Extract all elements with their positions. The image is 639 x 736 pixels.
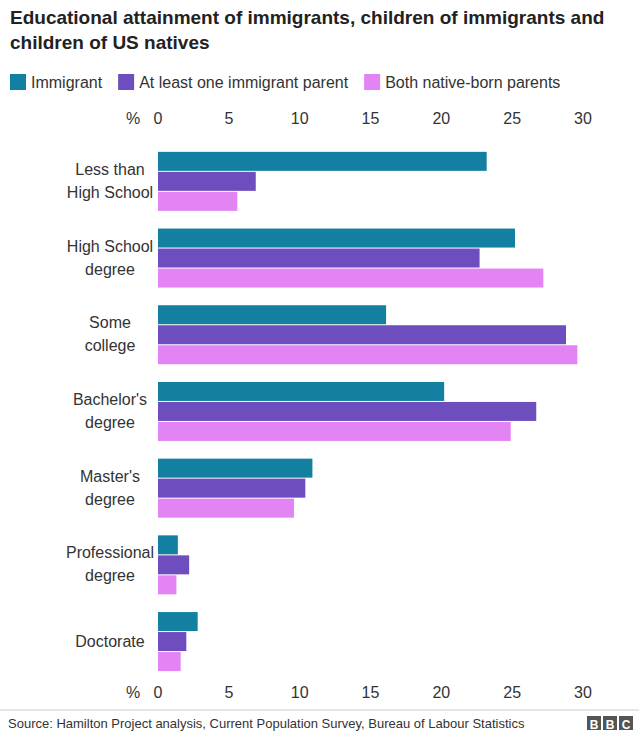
category-label: Less than High School [67, 161, 153, 201]
bar [158, 652, 181, 671]
bar [158, 382, 444, 401]
bar [158, 152, 487, 171]
bar [158, 632, 186, 651]
footer-rule [0, 710, 639, 711]
category-line: Less than [75, 161, 144, 178]
title: Educational attainment of immigrants, ch… [10, 7, 604, 53]
category-line: Doctorate [75, 633, 144, 650]
category-line: degree [85, 261, 135, 278]
title-line: children of US natives [10, 32, 210, 53]
category-line: degree [85, 491, 135, 508]
logo: BBC [587, 716, 633, 732]
legend-swatch [118, 74, 134, 90]
bar [158, 499, 294, 518]
tick-label: 20 [432, 110, 450, 127]
bar [158, 612, 198, 631]
bar [158, 325, 566, 344]
tick-label: 25 [503, 110, 521, 127]
legend-swatch [10, 74, 26, 90]
tick-label: 30 [574, 110, 592, 127]
category-label: Professional degree [66, 544, 154, 584]
bar [158, 345, 577, 364]
logo-letter: C [622, 718, 631, 732]
tick-label: 15 [362, 684, 380, 701]
category-line: High School [67, 184, 153, 201]
bar [158, 402, 536, 421]
bar [158, 192, 237, 211]
tick-label: 20 [432, 684, 450, 701]
source: Source: Hamilton Project analysis, Curre… [8, 716, 525, 731]
tick-label: 0 [154, 110, 163, 127]
logo-letter: B [606, 718, 615, 732]
bars [158, 152, 577, 671]
category-label: Doctorate [75, 633, 144, 650]
logo-text: BBC [590, 718, 631, 732]
legend: Immigrant At least one immigrant parent Bo… [10, 74, 560, 91]
axis-label: % [126, 684, 140, 701]
bar [158, 249, 480, 268]
tick-label: 0 [154, 684, 163, 701]
bar [158, 555, 189, 574]
bar [158, 172, 256, 191]
bar [158, 459, 312, 478]
legend-label: Both native-born parents [385, 74, 560, 91]
tick-label: 10 [291, 684, 309, 701]
category-line: Professional [66, 544, 154, 561]
title-line: Educational attainment of immigrants, ch… [10, 7, 604, 28]
axis-label: % [126, 110, 140, 127]
legend-label: Immigrant [31, 74, 103, 91]
logo-letter: B [590, 718, 599, 732]
bar [158, 305, 386, 324]
bar [158, 575, 176, 594]
tick-label: 5 [224, 684, 233, 701]
category-line: degree [85, 567, 135, 584]
bar [158, 479, 305, 498]
chart: Educational attainment of immigrants, ch… [0, 0, 639, 736]
tick-label: 15 [362, 110, 380, 127]
category-label: Bachelor's degree [73, 391, 147, 431]
legend-label: At least one immigrant parent [139, 74, 349, 91]
bar [158, 422, 511, 441]
bar [158, 269, 543, 288]
tick-label: 10 [291, 110, 309, 127]
category-line: Master's [80, 468, 140, 485]
category-label: Master's degree [80, 468, 140, 508]
bar [158, 535, 178, 554]
category-line: college [85, 337, 136, 354]
category-line: Bachelor's [73, 391, 147, 408]
category-line: degree [85, 414, 135, 431]
category-label: Some college [85, 314, 136, 354]
category-line: High School [67, 238, 153, 255]
category-label: High School degree [67, 238, 153, 278]
legend-swatch [364, 74, 380, 90]
category-line: Some [89, 314, 131, 331]
bar [158, 229, 515, 248]
tick-label: 30 [574, 684, 592, 701]
tick-label: 5 [224, 110, 233, 127]
tick-label: 25 [503, 684, 521, 701]
